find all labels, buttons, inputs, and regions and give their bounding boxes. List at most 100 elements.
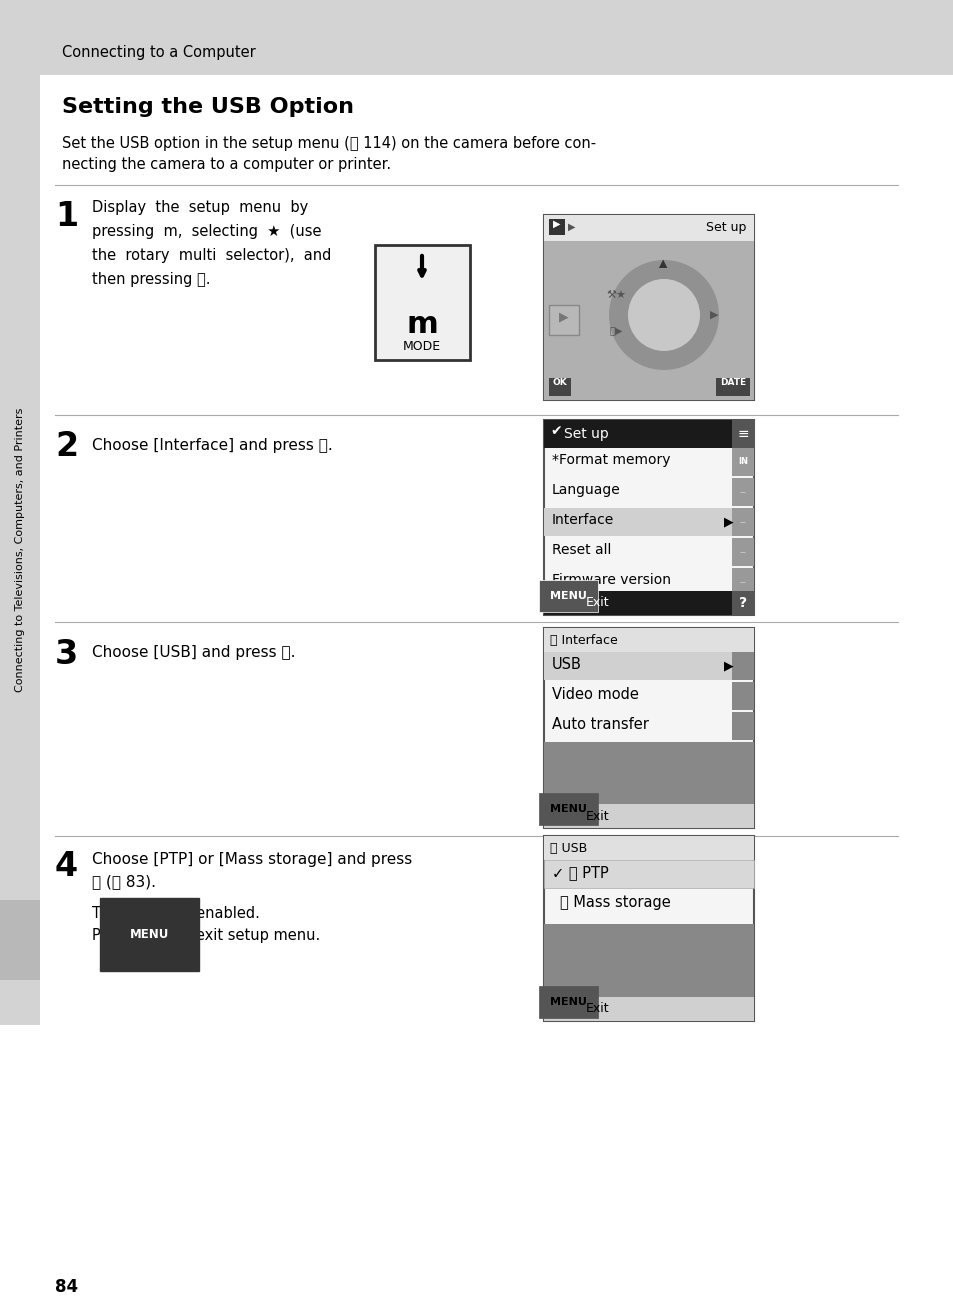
Text: --: --	[739, 547, 745, 557]
Text: to exit setup menu.: to exit setup menu.	[172, 928, 320, 943]
Text: ▶: ▶	[659, 259, 668, 267]
Text: ▶: ▶	[567, 222, 575, 233]
Text: The setting is enabled.: The setting is enabled.	[91, 905, 259, 921]
Text: Video mode: Video mode	[552, 687, 639, 702]
Bar	[0, 0, 953, 75]
Bar	[731, 448, 753, 476]
Text: Choose [Interface] and press Ⓢ.: Choose [Interface] and press Ⓢ.	[91, 438, 333, 453]
Text: Auto transfer: Auto transfer	[552, 717, 648, 732]
Text: Setting the USB Option: Setting the USB Option	[62, 97, 354, 117]
Bar	[543, 628, 753, 652]
Bar	[731, 591, 753, 615]
Bar	[731, 537, 753, 566]
Text: ▶: ▶	[709, 310, 718, 321]
Text: ?: ?	[739, 597, 746, 610]
Bar	[543, 628, 753, 828]
Bar	[543, 836, 753, 1021]
Text: Interface: Interface	[552, 512, 614, 527]
Text: 3: 3	[55, 639, 78, 671]
Text: the  rotary  multi  selector),  and: the rotary multi selector), and	[91, 248, 331, 263]
Bar	[543, 591, 753, 615]
Bar	[543, 924, 753, 997]
Bar	[543, 836, 753, 859]
Bar	[543, 742, 753, 804]
Text: ▶: ▶	[723, 660, 733, 673]
Text: ⌴▶: ⌴▶	[609, 325, 622, 335]
Text: --: --	[739, 487, 745, 497]
Text: pressing  m,  selecting  ★  (use: pressing m, selecting ★ (use	[91, 223, 321, 239]
Bar	[543, 859, 753, 888]
Text: ⚒★: ⚒★	[605, 290, 625, 300]
Bar	[731, 478, 753, 506]
Text: USB: USB	[552, 657, 581, 671]
Bar	[548, 305, 578, 335]
Text: ⧉ USB: ⧉ USB	[550, 841, 587, 854]
Bar	[543, 215, 753, 399]
Bar	[731, 652, 753, 681]
Text: ≡: ≡	[737, 427, 748, 442]
Text: 2: 2	[55, 430, 78, 463]
Circle shape	[608, 260, 719, 371]
Text: Reset all: Reset all	[552, 543, 611, 557]
Text: --: --	[739, 577, 745, 587]
Text: DATE: DATE	[720, 378, 745, 388]
Text: Choose [PTP] or [Mass storage] and press: Choose [PTP] or [Mass storage] and press	[91, 851, 412, 867]
Text: MENU: MENU	[130, 928, 170, 941]
Text: IN: IN	[738, 457, 747, 466]
Bar	[731, 509, 753, 536]
Text: then pressing Ⓢ.: then pressing Ⓢ.	[91, 272, 211, 286]
Bar	[0, 900, 40, 980]
Bar	[731, 712, 753, 740]
Text: ▶: ▶	[558, 310, 568, 323]
Text: Exit: Exit	[585, 597, 609, 610]
Circle shape	[627, 279, 700, 351]
Text: MODE: MODE	[402, 340, 440, 353]
Text: ⧉ Mass storage: ⧉ Mass storage	[559, 895, 670, 911]
Text: Ⓢ (Ⓜ 83).: Ⓢ (Ⓜ 83).	[91, 874, 156, 890]
Text: Choose [USB] and press Ⓢ.: Choose [USB] and press Ⓢ.	[91, 645, 295, 660]
Text: MENU: MENU	[550, 591, 586, 600]
Text: Press: Press	[91, 928, 135, 943]
Text: Set up: Set up	[705, 221, 745, 234]
Bar	[543, 804, 753, 828]
Text: *Format memory: *Format memory	[552, 453, 670, 466]
Text: --: --	[739, 516, 745, 527]
Bar	[543, 652, 731, 681]
Text: ✓ ⧉ PTP: ✓ ⧉ PTP	[552, 865, 608, 880]
Text: --: --	[739, 457, 745, 466]
Text: 4: 4	[55, 850, 78, 883]
Bar	[731, 682, 753, 710]
Text: necting the camera to a computer or printer.: necting the camera to a computer or prin…	[62, 156, 391, 172]
Text: Firmware version: Firmware version	[552, 573, 670, 587]
Bar	[375, 244, 470, 360]
Text: MENU: MENU	[550, 997, 586, 1007]
Bar	[543, 215, 753, 240]
Text: ✔: ✔	[550, 424, 561, 438]
Bar	[0, 75, 40, 1025]
Bar	[731, 568, 753, 597]
Text: Language: Language	[552, 484, 620, 497]
Text: Connecting to Televisions, Computers, and Printers: Connecting to Televisions, Computers, an…	[15, 407, 25, 692]
Bar	[543, 420, 753, 615]
Bar	[543, 997, 753, 1021]
Bar	[731, 420, 753, 448]
Bar	[543, 240, 753, 399]
Bar	[543, 420, 753, 448]
Text: 1: 1	[55, 200, 78, 233]
Text: 84: 84	[55, 1279, 78, 1296]
Text: Exit: Exit	[585, 1003, 609, 1016]
Text: MENU: MENU	[550, 804, 586, 813]
Text: m: m	[406, 310, 437, 339]
Text: Display  the  setup  menu  by: Display the setup menu by	[91, 200, 308, 215]
Text: Connecting to a Computer: Connecting to a Computer	[62, 45, 255, 59]
Bar	[543, 509, 731, 536]
Text: OK: OK	[552, 378, 567, 388]
Text: Set up: Set up	[563, 427, 608, 442]
Bar	[548, 378, 571, 396]
Text: Exit: Exit	[585, 809, 609, 823]
Bar	[548, 219, 564, 235]
Text: Set the USB option in the setup menu (Ⓜ 114) on the camera before con-: Set the USB option in the setup menu (Ⓜ …	[62, 137, 596, 151]
Text: ▶: ▶	[723, 515, 733, 528]
Bar	[716, 378, 749, 396]
Text: ⧉ Interface: ⧉ Interface	[550, 633, 618, 646]
